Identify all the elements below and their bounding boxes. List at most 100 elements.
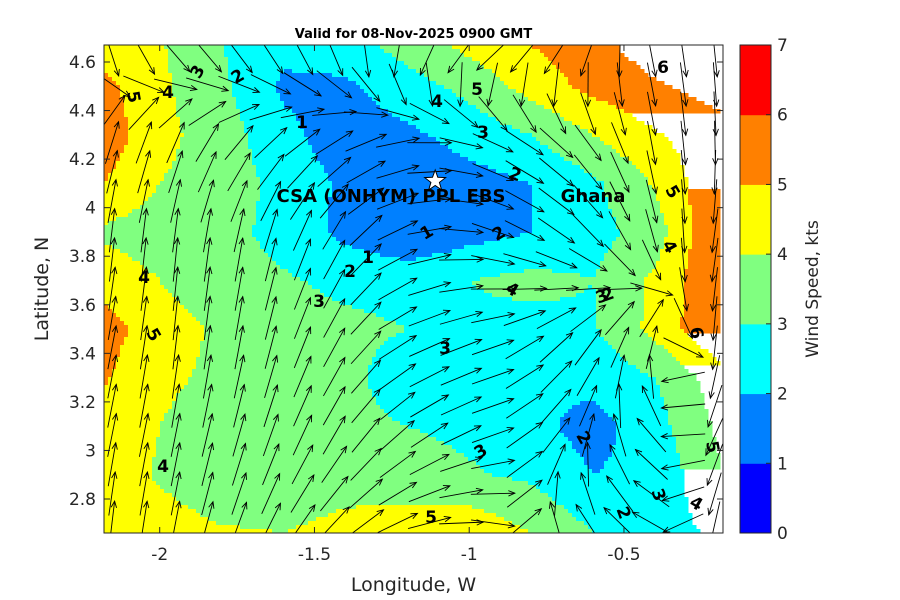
wind-arrow (123, 75, 165, 93)
field-cell (104, 433, 161, 438)
field-cell (640, 325, 681, 330)
field-cell (660, 209, 693, 214)
wind-arrow-head (618, 99, 625, 108)
field-cell (616, 437, 677, 442)
field-cell (664, 397, 705, 402)
wind-arrow-head (530, 125, 537, 134)
field-cell (120, 317, 197, 322)
wind-arrow-head (646, 353, 654, 362)
wind-arrow-head (538, 261, 547, 268)
wind-arrow-head (651, 98, 658, 108)
field-cell (272, 257, 401, 262)
wind-arrow-head (111, 295, 118, 304)
wind-arrow (233, 355, 245, 399)
wind-arrow (186, 77, 229, 92)
wind-arrow (408, 485, 451, 503)
wind-arrow-head (239, 383, 246, 392)
field-cell (116, 313, 193, 318)
field-cell (180, 501, 557, 506)
wind-arrow-head (412, 136, 421, 143)
wind-arrow-head (305, 209, 312, 218)
wind-arrow (439, 489, 483, 499)
field-cell (512, 297, 561, 302)
wind-arrow (581, 413, 595, 457)
wind-arrow (441, 425, 482, 446)
wind-arrow-head (591, 384, 598, 393)
wind-arrow-head (519, 99, 526, 108)
field-cell (280, 93, 369, 98)
wind-arrow (472, 193, 514, 210)
wind-arrow (576, 357, 600, 397)
field-cell (112, 77, 173, 82)
field-cell (128, 137, 181, 142)
wind-arrow-head (620, 127, 627, 136)
field-cell (684, 273, 721, 278)
wind-arrow (574, 124, 602, 161)
field-cell (248, 133, 305, 138)
field-cell (168, 65, 229, 70)
wind-arrow-head (590, 127, 597, 136)
field-cell (484, 469, 593, 474)
field-cell (664, 237, 693, 242)
field-cell (588, 525, 697, 530)
field-cell (152, 469, 485, 474)
field-cell (104, 181, 161, 186)
wind-arrow-head (652, 244, 659, 253)
wind-arrow (254, 127, 288, 159)
field-cell (188, 505, 357, 510)
field-cell (160, 181, 261, 186)
wind-arrow (203, 267, 211, 311)
field-cell (656, 261, 689, 266)
wind-arrow-head (241, 471, 247, 480)
field-cell (396, 321, 597, 326)
wind-arrow (573, 184, 603, 219)
wind-arrow-head (123, 90, 131, 98)
wind-arrow-head (374, 272, 382, 280)
field-cell (252, 157, 317, 162)
wind-arrow (409, 338, 450, 357)
field-cell (236, 97, 281, 102)
field-cell (116, 357, 197, 362)
wind-arrow (645, 209, 658, 252)
field-cell (612, 213, 665, 218)
wind-arrow (140, 237, 147, 282)
wind-arrow-head (536, 335, 545, 343)
wind-arrow (410, 422, 449, 448)
wind-arrow-head (543, 66, 551, 75)
field-cell (104, 129, 129, 134)
colorbar-tick-label: 7 (777, 36, 788, 56)
wind-arrow-head (569, 262, 578, 269)
field-cell (284, 105, 381, 110)
field-cell (684, 285, 721, 290)
field-cell (104, 421, 161, 426)
x-axis-label: Longitude, W (351, 574, 477, 596)
field-cell (104, 205, 141, 210)
field-cell (124, 105, 177, 110)
wind-arrow-head (589, 412, 596, 422)
field-cell (520, 233, 621, 238)
field-cell (548, 493, 685, 498)
wind-arrow (520, 62, 529, 107)
field-cell (420, 429, 561, 434)
field-cell (312, 145, 449, 150)
field-cell (612, 345, 665, 350)
field-cell (596, 301, 645, 306)
field-cell (328, 205, 533, 210)
field-cell (324, 169, 497, 174)
field-cell (104, 249, 121, 254)
wind-arrow-head (375, 478, 384, 486)
wind-arrow-head (238, 324, 245, 333)
field-cell (192, 313, 377, 318)
field-cell (104, 321, 125, 326)
wind-arrow-head (305, 238, 312, 247)
field-cell (120, 89, 173, 94)
field-cell (612, 241, 665, 246)
field-cell (428, 77, 501, 82)
field-cell (616, 237, 665, 242)
wind-arrow-head (272, 354, 279, 363)
field-cell (316, 153, 461, 158)
wind-arrow (510, 45, 534, 73)
wind-arrow (613, 413, 627, 457)
field-cell (104, 109, 125, 114)
field-cell (104, 453, 157, 458)
